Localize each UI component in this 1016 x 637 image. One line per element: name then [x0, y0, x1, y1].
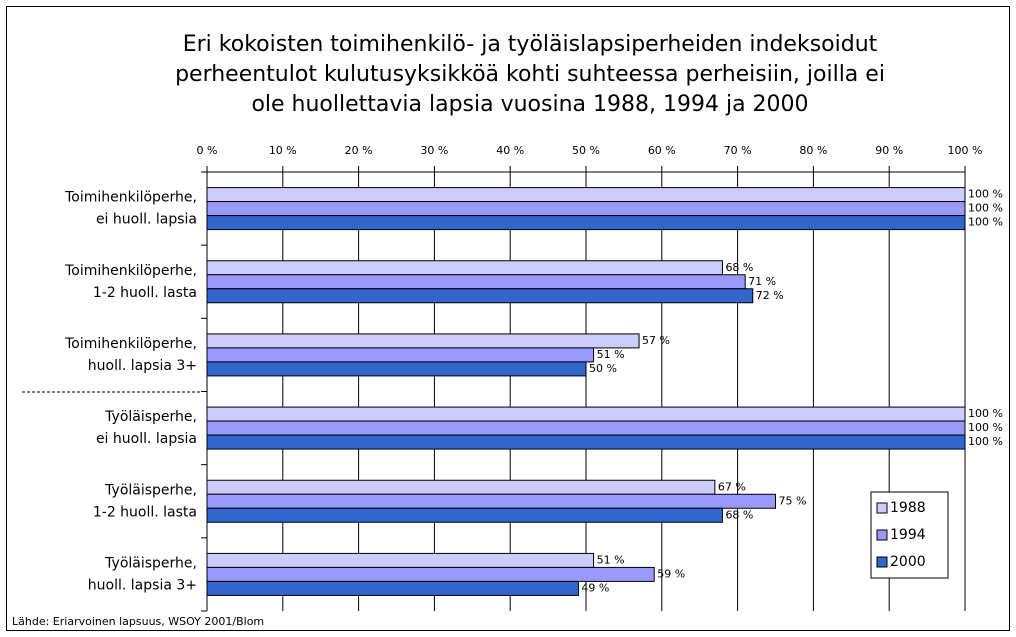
x-tick-label: 60 % [648, 144, 676, 157]
bar [206, 333, 640, 349]
x-tick-label: 30 % [420, 144, 448, 157]
data-label: 100 % [968, 202, 1003, 215]
chart-title: ole huollettavia lapsia vuosina 1988, 19… [251, 92, 808, 117]
legend-label: 1988 [890, 500, 926, 516]
data-label: 51 % [597, 348, 625, 361]
data-label: 100 % [968, 421, 1003, 434]
bar [206, 260, 723, 276]
data-label: 100 % [968, 407, 1003, 420]
chart-title: Eri kokoisten toimihenkilö- ja työläisla… [183, 32, 878, 57]
bar [206, 201, 966, 217]
y-tick-label: ei huoll. lapsia [96, 212, 197, 228]
data-label: 51 % [597, 553, 625, 566]
legend-swatch [876, 502, 888, 514]
y-tick-label: Työläisperhe, [104, 555, 197, 571]
bar [206, 434, 966, 450]
x-tick-label: 40 % [496, 144, 524, 157]
data-label: 49 % [581, 581, 609, 594]
data-label: 100 % [968, 216, 1003, 229]
y-tick-label: ei huoll. lapsia [96, 431, 197, 447]
y-tick-label: huoll. lapsia 3+ [88, 358, 197, 374]
data-label: 71 % [748, 275, 776, 288]
bar [206, 288, 754, 304]
x-tick-label: 90 % [875, 144, 903, 157]
bar [206, 361, 587, 377]
data-label: 68 % [725, 261, 753, 274]
y-tick-label: Toimihenkilöperhe, [64, 336, 197, 352]
x-tick-label: 50 % [572, 144, 600, 157]
y-tick-label: Toimihenkilöperhe, [64, 263, 197, 279]
y-tick-label: huoll. lapsia 3+ [88, 577, 197, 593]
data-label: 67 % [718, 480, 746, 493]
x-tick-label: 0 % [197, 144, 218, 157]
legend-label: 2000 [890, 554, 926, 570]
bar [206, 347, 595, 363]
x-tick-label: 100 % [948, 144, 983, 157]
x-tick-label: 80 % [799, 144, 827, 157]
bar [206, 580, 579, 596]
y-tick-label: Työläisperhe, [104, 482, 197, 498]
data-label: 50 % [589, 362, 617, 375]
bar [206, 274, 746, 290]
bar [206, 187, 966, 203]
data-label: 100 % [968, 188, 1003, 201]
x-tick-label: 10 % [269, 144, 297, 157]
x-tick-label: 70 % [724, 144, 752, 157]
chart-title: perheentulot kulutusyksikköä kohti suhte… [175, 62, 885, 87]
bar [206, 507, 723, 523]
bar [206, 406, 966, 422]
x-tick-label: 20 % [345, 144, 373, 157]
y-tick-label: Toimihenkilöperhe, [64, 190, 197, 206]
data-label: 59 % [657, 567, 685, 580]
bar [206, 552, 595, 568]
y-tick-label: 1-2 huoll. lasta [93, 285, 197, 301]
bar [206, 493, 776, 509]
data-label: 68 % [725, 508, 753, 521]
data-label: 100 % [968, 435, 1003, 448]
legend-swatch [876, 529, 888, 541]
legend-label: 1994 [890, 527, 926, 543]
data-label: 57 % [642, 334, 670, 347]
data-label: 75 % [779, 494, 807, 507]
data-label: 72 % [756, 289, 784, 302]
bar [206, 479, 716, 495]
y-tick-label: Työläisperhe, [104, 409, 197, 425]
source: Lähde: Eriarvoinen lapsuus, WSOY 2001/Bl… [12, 615, 264, 628]
bar [206, 215, 966, 231]
legend-swatch [876, 556, 888, 568]
y-tick-label: 1-2 huoll. lasta [93, 504, 197, 520]
bar [206, 566, 655, 582]
frame [6, 6, 1010, 631]
bar [206, 420, 966, 436]
